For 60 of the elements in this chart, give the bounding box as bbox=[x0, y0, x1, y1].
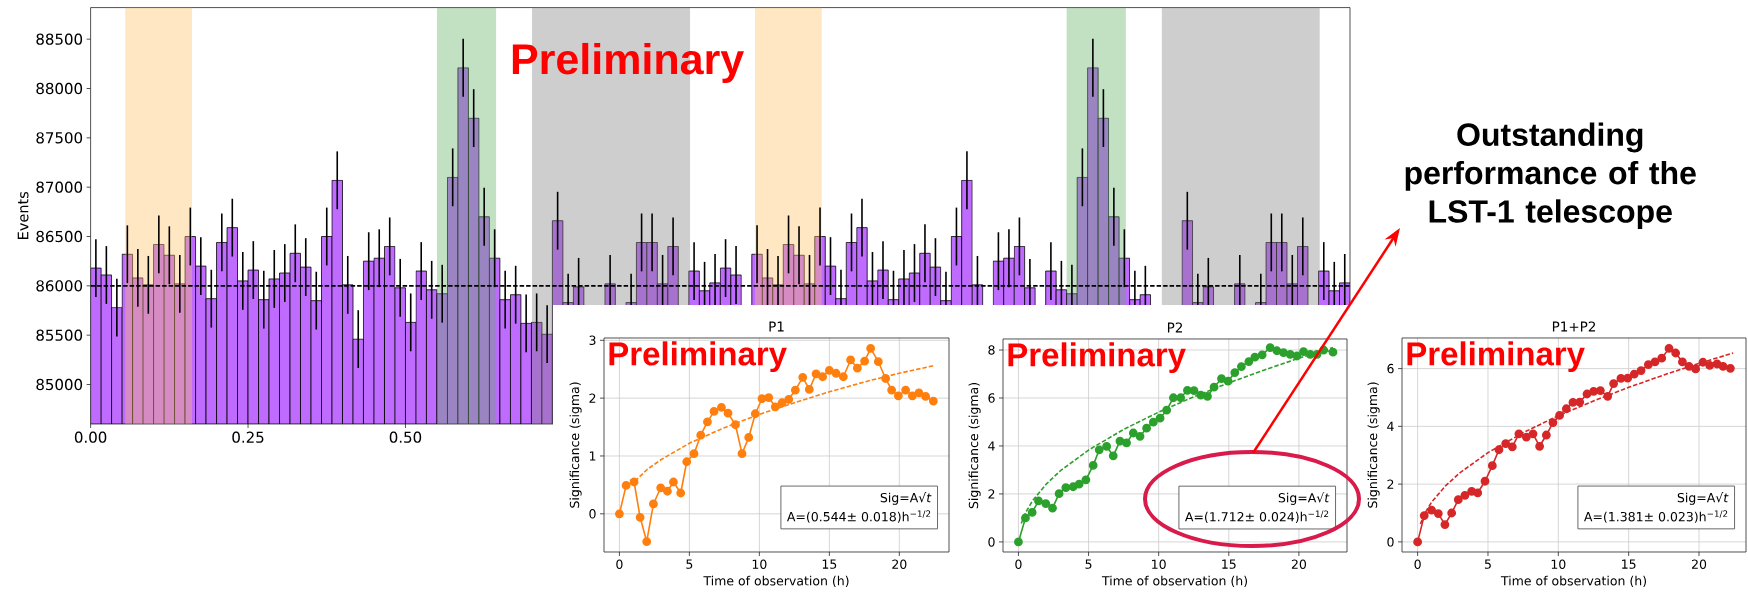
x-tick-label: 5 bbox=[686, 559, 693, 569]
y-tick-label: 85500 bbox=[36, 329, 83, 341]
y-axis-title: Significance (sigma) bbox=[569, 382, 582, 508]
y-tick-label: 86500 bbox=[36, 230, 83, 243]
y-tick-label: 86000 bbox=[36, 280, 83, 292]
x-tick-label: 20 bbox=[1691, 559, 1707, 569]
x-tick-label: 0.00 bbox=[74, 431, 107, 443]
x-tick-label: 20 bbox=[892, 559, 907, 569]
y-tick-label: 8 bbox=[988, 345, 995, 355]
y-tick-label: 3 bbox=[589, 335, 596, 346]
x-tick-label: 5 bbox=[1484, 559, 1491, 569]
annotation: A=(1.712± 0.024)h$^{−1/2}$ bbox=[1185, 510, 1329, 523]
x-axis-title: Time of observation (h) bbox=[1500, 575, 1647, 587]
annotation: Preliminary bbox=[1008, 342, 1186, 374]
x-tick-label: 0 bbox=[1015, 559, 1022, 569]
y-tick-label: 0 bbox=[1387, 537, 1394, 547]
y-axis-title: Significance (sigma) bbox=[968, 383, 981, 509]
x-tick-label: 5 bbox=[1085, 559, 1092, 569]
x-tick-label: 0 bbox=[616, 559, 623, 569]
x-tick-label: 15 bbox=[1222, 559, 1236, 569]
annotation: Sig=A√t bbox=[880, 492, 932, 505]
annotation: Preliminary bbox=[512, 42, 744, 84]
y-tick-label: 88500 bbox=[36, 33, 83, 45]
y-tick-label: 0 bbox=[589, 509, 596, 519]
y-tick-label: 6 bbox=[988, 393, 995, 403]
y-tick-label: 88000 bbox=[36, 82, 83, 95]
x-tick-label: 0.50 bbox=[389, 431, 422, 443]
y-tick-label: 2 bbox=[988, 489, 995, 499]
x-tick-label: 10 bbox=[1551, 559, 1566, 569]
y-tick-label: 85000 bbox=[36, 378, 83, 391]
x-tick-label: 10 bbox=[1152, 559, 1166, 569]
x-axis-title: Time of observation (h) bbox=[1101, 575, 1248, 587]
x-tick-label: 0.25 bbox=[232, 431, 264, 443]
y-tick-label: 2 bbox=[1387, 479, 1394, 489]
chart-title: P1+P2 bbox=[1552, 321, 1596, 332]
y-tick-label: 4 bbox=[1387, 421, 1394, 431]
annotation: Sig=A√t bbox=[1677, 492, 1729, 505]
annotation: A=(1.381± 0.023)h$^{−1/2}$ bbox=[1584, 510, 1728, 523]
y-tick-label: 2 bbox=[589, 393, 596, 403]
x-tick-label: 15 bbox=[1622, 559, 1636, 569]
text: Outstanding performance of the LST-1 telescope bbox=[1405, 122, 1696, 230]
y-tick-label: 0 bbox=[988, 537, 995, 547]
chart-title: P2 bbox=[1167, 322, 1183, 333]
y-tick-label: 87000 bbox=[36, 181, 83, 193]
y-tick-label: 4 bbox=[988, 441, 995, 451]
annotation: A=(0.544± 0.018)h$^{−1/2}$ bbox=[786, 510, 931, 523]
chart-title: P1 bbox=[769, 321, 784, 332]
x-tick-label: 10 bbox=[752, 559, 767, 569]
x-tick-label: 15 bbox=[822, 559, 837, 569]
annotation: Preliminary bbox=[1407, 341, 1585, 373]
y-axis-title: Events bbox=[17, 191, 29, 239]
x-tick-label: 0 bbox=[1414, 559, 1421, 569]
y-tick-label: 1 bbox=[589, 451, 596, 461]
x-axis-title: Time of observation (h) bbox=[703, 575, 849, 587]
annotation: Preliminary bbox=[609, 341, 787, 373]
annotation: Sig=A√t bbox=[1278, 492, 1330, 505]
y-tick-label: 6 bbox=[1387, 363, 1394, 374]
y-tick-label: 87500 bbox=[36, 132, 83, 144]
y-axis-title: Significance (sigma) bbox=[1367, 382, 1380, 508]
x-tick-label: 20 bbox=[1291, 559, 1307, 569]
